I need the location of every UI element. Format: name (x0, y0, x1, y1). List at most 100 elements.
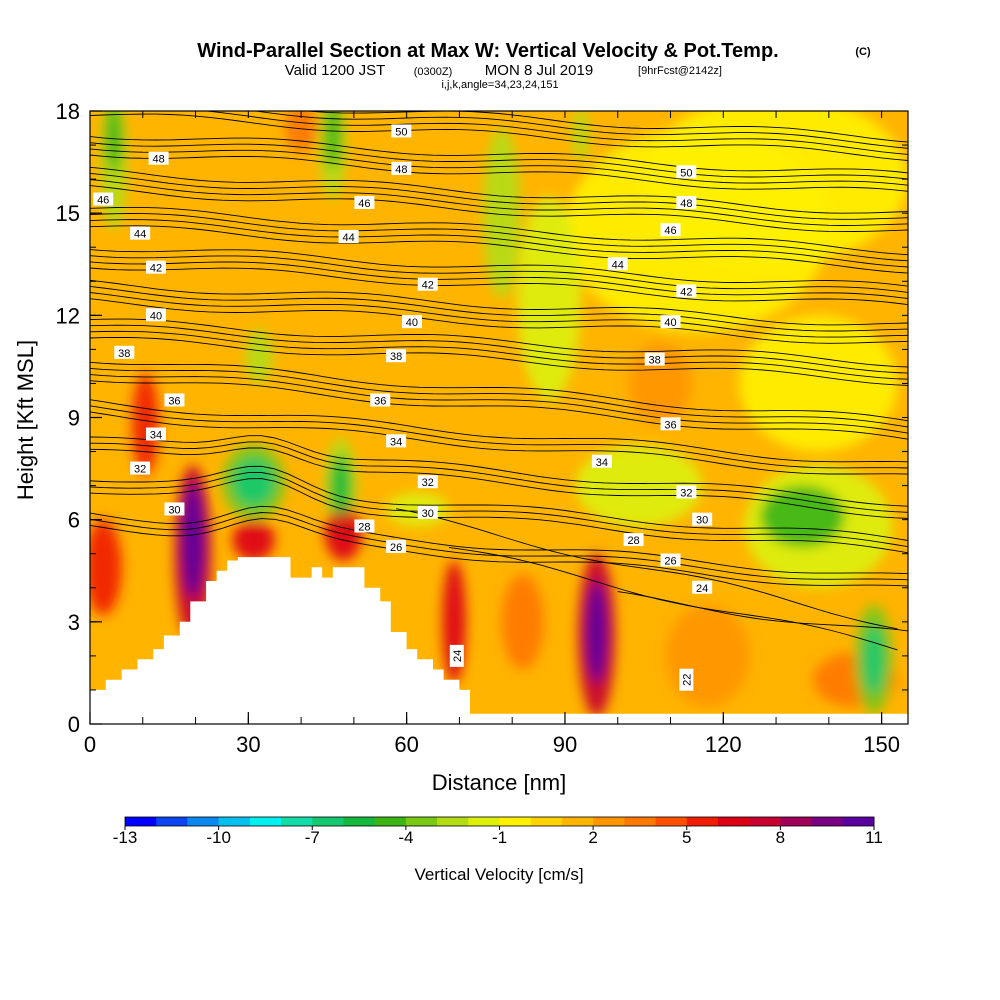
theta-contour-line (252, 111, 908, 149)
theta-label: 44 (130, 226, 151, 241)
chart-subtitle-date: MON 8 Jul 2019 (485, 62, 593, 79)
theta-label: 32 (676, 485, 697, 499)
theta-contour-line (90, 225, 908, 274)
theta-label-text: 38 (390, 351, 402, 363)
theta-label-text: 26 (390, 542, 402, 554)
theta-label: 38 (644, 352, 665, 367)
theta-label: 34 (591, 454, 612, 469)
theta-label: 38 (386, 349, 407, 363)
theta-contour-line (448, 546, 898, 651)
theta-contour-line (90, 113, 908, 161)
colorbar-swatch (686, 817, 719, 826)
velocity-cell (232, 519, 275, 561)
theta-label-bg (391, 161, 412, 175)
colorbar-tick-label: -7 (305, 828, 320, 847)
theta-label-text: 22 (681, 674, 693, 686)
theta-contour-line (90, 330, 908, 380)
theta-label-text: 36 (374, 395, 386, 407)
y-tick-label: 15 (56, 201, 80, 226)
theta-contour-line (90, 206, 908, 256)
velocity-cell (181, 482, 205, 598)
theta-label-text: 42 (422, 280, 434, 292)
theta-label-bg (164, 393, 185, 407)
theta-contour-line (90, 136, 908, 174)
colorbar-swatch (125, 817, 157, 826)
theta-contour-line (90, 512, 908, 581)
theta-label: 46 (660, 223, 681, 237)
theta-label-text: 30 (422, 508, 434, 520)
y-tick-label: 0 (68, 712, 80, 737)
theta-label-bg (623, 533, 644, 547)
theta-label-text: 48 (152, 154, 164, 166)
colorbar-swatch (561, 817, 594, 826)
theta-label-bg (145, 427, 166, 441)
y-tick-label: 3 (68, 610, 80, 635)
theta-label-bg (386, 434, 407, 448)
x-tick-label: 60 (394, 732, 418, 757)
theta-label-bg (676, 165, 697, 179)
theta-contour-line (90, 219, 908, 268)
theta-label-text: 40 (664, 317, 676, 329)
theta-contour-line (396, 508, 898, 630)
theta-contour-line (90, 261, 908, 299)
theta-label-text: 32 (422, 477, 434, 489)
x-axis: 0 30 60 90 120 150 (84, 111, 900, 757)
colorbar-swatch (312, 817, 344, 826)
theta-contour-line (90, 172, 908, 220)
theta-label-bg (130, 461, 151, 475)
theta-contour-line (90, 465, 908, 541)
theta-label: 24 (449, 644, 464, 667)
theta-label-text: 44 (612, 259, 624, 271)
velocity-cell (90, 519, 122, 616)
chart-subtitle-utc: (0300Z) (414, 66, 453, 78)
theta-label: 46 (354, 195, 375, 210)
theta-contour-line (90, 279, 908, 326)
theta-label-text: 32 (680, 487, 692, 499)
x-tick-label: 150 (863, 732, 900, 757)
plot-area: 50 50 48 48 48 46 46 46 44 44 44 42 42 42 40 40 40 38 38 38… (90, 111, 908, 724)
theta-contour-line (90, 285, 908, 332)
theta-contour-line (90, 292, 908, 338)
y-axis-label: Height [Kft MSL] (13, 340, 38, 500)
theta-label-text: 34 (390, 436, 402, 448)
theta-label-text: 30 (696, 515, 708, 527)
theta-label-text: 34 (596, 457, 608, 469)
theta-label-text: 42 (150, 263, 162, 275)
theta-label: 50 (391, 124, 412, 138)
theta-label: 32 (130, 461, 151, 476)
colorbar-swatch (811, 817, 844, 826)
theta-label-bg (449, 644, 464, 667)
theta-contour-line (90, 166, 908, 214)
theta-label-bg (370, 393, 391, 407)
colorbar-label: Vertical Velocity [cm/s] (414, 865, 583, 884)
theta-label: 42 (676, 284, 697, 298)
colorbar-swatch (187, 817, 220, 826)
theta-contour-line (90, 142, 908, 180)
velocity-cell (245, 328, 273, 384)
theta-contour-line (90, 324, 908, 374)
velocity-field (90, 111, 908, 718)
theta-label-text: 44 (342, 232, 354, 244)
colorbar-swatch (374, 817, 407, 826)
x-axis-label: Distance [nm] (432, 770, 567, 795)
theta-contour-line (90, 447, 908, 519)
colorbar-swatch (281, 817, 313, 826)
colorbar-swatch (530, 817, 563, 826)
theta-label-bg (338, 230, 359, 244)
theta-label: 30 (164, 502, 185, 516)
theta-label-bg (660, 223, 681, 237)
velocity-cell (517, 196, 581, 401)
theta-contour-line (90, 380, 908, 440)
theta-label-bg (391, 124, 412, 138)
theta-contour-line (90, 367, 908, 428)
colorbar-tick-label: 8 (776, 828, 785, 847)
theta-label: 36 (164, 393, 185, 407)
theta-label: 32 (417, 475, 438, 489)
theta-label-bg (417, 277, 438, 291)
theta-label: 30 (692, 512, 713, 527)
theta-label-text: 48 (680, 198, 692, 210)
theta-contour-line (90, 249, 908, 287)
theta-contour-line (90, 298, 908, 344)
colorbar-swatch (749, 817, 781, 826)
theta-label-bg (145, 308, 166, 322)
